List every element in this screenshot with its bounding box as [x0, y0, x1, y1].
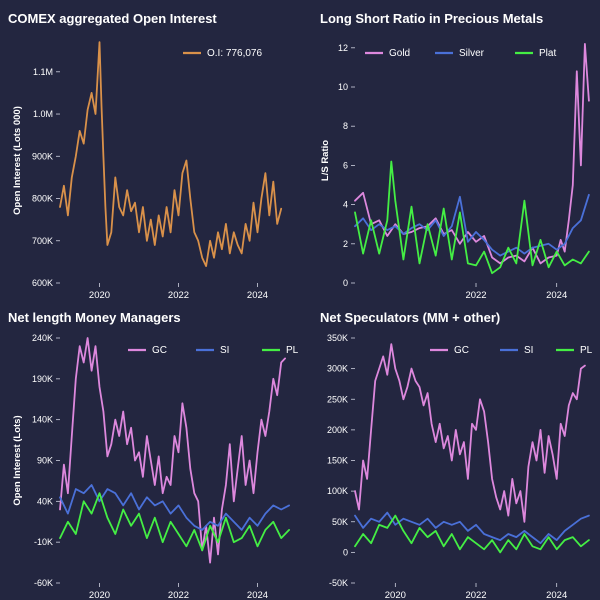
- y-tick-label: 50K: [332, 517, 348, 527]
- series-line-gold: [354, 343, 586, 523]
- y-axis-label: L/S Ratio: [320, 140, 331, 181]
- legend-item: Silver: [435, 48, 485, 59]
- y-tick-label: 900K: [32, 151, 53, 161]
- y-tick-label: 800K: [32, 194, 53, 204]
- x-tick-label: 2024: [546, 590, 567, 600]
- chart-panel-2: Long Short Ratio in Precious Metals L/S R…: [320, 11, 590, 301]
- y-tick-label: 12: [338, 43, 348, 53]
- legend-label: SI: [220, 345, 229, 356]
- series-line-silver: [354, 193, 590, 257]
- chart-panel-1: COMEX aggregated Open Interest Open Inter…: [8, 11, 283, 301]
- series-line-gold: [59, 337, 287, 564]
- legend-label: PL: [580, 345, 593, 356]
- x-tick-label: 2020: [89, 590, 110, 600]
- legend-item: SI: [196, 345, 229, 356]
- legend-item: O.I: 776,076: [183, 48, 262, 59]
- chart-title: COMEX aggregated Open Interest: [8, 11, 217, 26]
- legend-item: Plat: [515, 48, 556, 59]
- y-tick-label: 190K: [32, 374, 53, 384]
- series-line-oi: [59, 41, 283, 268]
- y-tick-label: 150K: [327, 456, 348, 466]
- chart-title: Net Speculators (MM + other): [320, 310, 500, 325]
- x-tick-label: 2024: [546, 290, 567, 301]
- series-line-plat: [354, 160, 590, 275]
- x-tick-label: 2024: [247, 590, 268, 600]
- y-tick-label: 8: [343, 121, 348, 131]
- series-line-plat: [59, 492, 291, 552]
- legend-label: PL: [286, 345, 299, 356]
- y-tick-label: 10: [338, 82, 348, 92]
- y-tick-label: 90K: [37, 456, 53, 466]
- y-tick-label: 1.0M: [33, 109, 53, 119]
- legend-item: SI: [500, 345, 533, 356]
- y-tick-label: 0: [343, 547, 348, 557]
- x-tick-label: 2024: [247, 290, 268, 301]
- y-axis-label: Open Interest (Lots): [12, 415, 23, 505]
- legend-item: Gold: [365, 48, 410, 59]
- y-tick-label: 240K: [32, 333, 53, 343]
- legend-label: O.I: 776,076: [207, 48, 262, 59]
- y-tick-label: 2: [343, 239, 348, 249]
- chart-panel-3: Net length Money Managers Open Interest (…: [8, 310, 299, 600]
- legend-label: GC: [152, 345, 167, 356]
- series-line-gold: [354, 43, 590, 265]
- y-tick-label: -50K: [329, 578, 348, 588]
- y-tick-label: 1.1M: [33, 67, 53, 77]
- chart-panel-4: Net Speculators (MM + other) -50K 0 50K 100K…: [320, 310, 593, 600]
- legend-label: Plat: [539, 48, 556, 59]
- chart-title: Long Short Ratio in Precious Metals: [320, 11, 543, 26]
- y-tick-label: -10K: [34, 537, 53, 547]
- y-tick-label: 250K: [327, 394, 348, 404]
- x-tick-label: 2022: [465, 290, 486, 301]
- series-line-silver: [354, 511, 590, 545]
- y-tick-label: 600K: [32, 278, 53, 288]
- y-tick-label: -60K: [34, 578, 53, 588]
- y-tick-label: 0: [343, 278, 348, 288]
- x-tick-label: 2022: [168, 590, 189, 600]
- y-tick-label: 200K: [327, 425, 348, 435]
- x-tick-label: 2022: [168, 290, 189, 301]
- legend-item: PL: [262, 345, 299, 356]
- y-axis-label: Open Interest (Lots 000): [12, 106, 23, 215]
- legend-item: PL: [556, 345, 593, 356]
- x-tick-label: 2022: [465, 590, 486, 600]
- y-tick-label: 300K: [327, 364, 348, 374]
- legend-item: GC: [128, 345, 167, 356]
- y-tick-label: 350K: [327, 333, 348, 343]
- y-tick-label: 140K: [32, 415, 53, 425]
- y-tick-label: 700K: [32, 236, 53, 246]
- x-tick-label: 2020: [89, 290, 110, 301]
- legend-label: Gold: [389, 48, 410, 59]
- legend-item: GC: [430, 345, 469, 356]
- chart-title: Net length Money Managers: [8, 310, 181, 325]
- x-tick-label: 2020: [385, 590, 406, 600]
- y-tick-label: 6: [343, 160, 348, 170]
- y-tick-label: 40K: [37, 496, 53, 506]
- y-tick-label: 100K: [327, 486, 348, 496]
- legend-label: SI: [524, 345, 533, 356]
- legend-label: Silver: [459, 48, 485, 59]
- legend-label: GC: [454, 345, 469, 356]
- series-line-plat: [354, 514, 590, 554]
- y-tick-label: 4: [343, 200, 348, 210]
